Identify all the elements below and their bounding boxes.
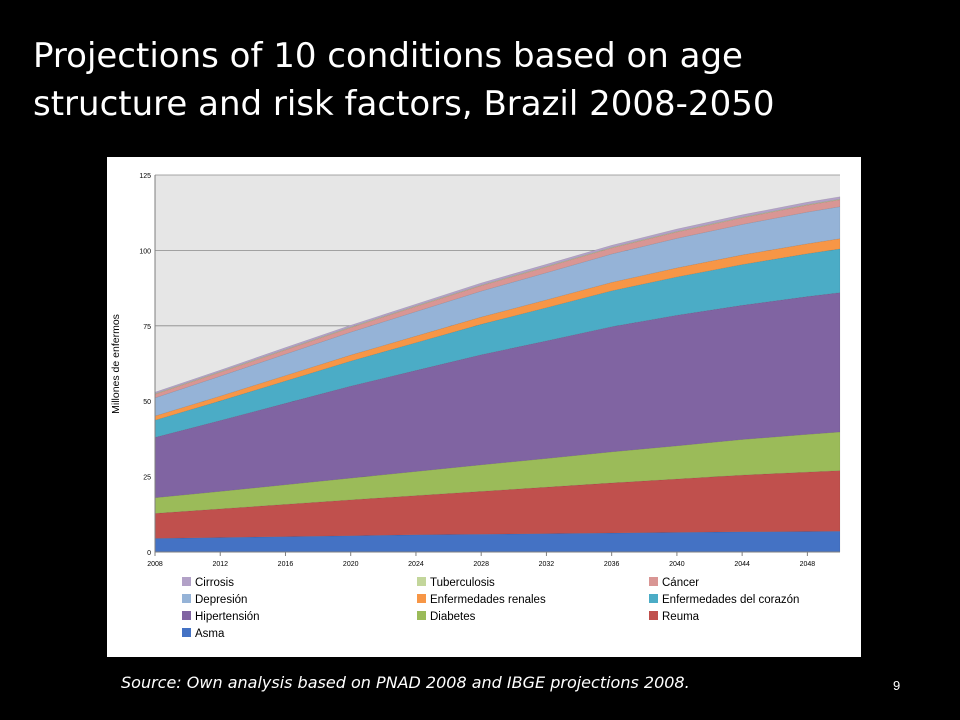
- y-axis-label: Millones de enfermos: [110, 314, 122, 414]
- x-tick-label: 2028: [473, 561, 489, 568]
- axes: [154, 175, 840, 556]
- x-tick-label: 2020: [343, 561, 359, 568]
- x-tick-label: 2048: [800, 561, 816, 568]
- legend-label-diabetes: Diabetes: [430, 611, 476, 623]
- title-line-1: Projections of 10 conditions based on ag…: [33, 36, 743, 76]
- y-tick-label: 50: [143, 399, 151, 406]
- legend-label-reuma: Reuma: [662, 611, 700, 623]
- legend-label-tuberculosis: Tuberculosis: [430, 577, 495, 589]
- chart-container: 0 25 50 75 100 125 2008 2012 2016 2020 2024 2028 20…: [107, 157, 861, 657]
- x-tick-labels: 2008 2012 2016 2020 2024 2028 2032 2036 2040 2044…: [147, 561, 815, 568]
- legend-swatch-depresion: [182, 594, 191, 603]
- legend-label-asma: Asma: [195, 628, 225, 640]
- x-tick-label: 2016: [278, 561, 294, 568]
- legend-swatch-asma: [182, 628, 191, 637]
- area-reuma: [154, 470, 841, 539]
- y-tick-labels: 0 25 50 75 100 125: [139, 173, 151, 557]
- x-tick-label: 2040: [669, 561, 685, 568]
- x-tick-label: 2032: [539, 561, 555, 568]
- legend-label-enfermedades-renales: Enfermedades renales: [430, 594, 546, 606]
- y-tick-label: 125: [139, 173, 151, 180]
- legend-swatch-cirrosis: [182, 577, 191, 586]
- y-tick-label: 75: [143, 324, 151, 331]
- area-hipertension: [154, 292, 841, 498]
- area-depresion: [154, 206, 841, 417]
- legend-swatch-reuma: [649, 611, 658, 620]
- x-tick-label: 2012: [212, 561, 228, 568]
- y-tick-label: 0: [147, 550, 151, 557]
- y-tick-label: 100: [139, 248, 151, 255]
- source-note: Source: Own analysis based on PNAD 2008 …: [121, 673, 690, 692]
- area-diabetes: [154, 431, 841, 514]
- title-line-2: structure and risk factors, Brazil 2008-…: [33, 84, 775, 124]
- legend-swatch-diabetes: [417, 611, 426, 620]
- legend: Cirrosis Tuberculosis Cáncer Depresión Enfer…: [182, 577, 799, 640]
- legend-swatch-enfermedades-del-corazon: [649, 594, 658, 603]
- legend-label-hipertension: Hipertensión: [195, 611, 260, 623]
- x-tick-label: 2044: [734, 561, 750, 568]
- y-tick-label: 25: [143, 475, 151, 482]
- x-tick-label: 2008: [147, 561, 163, 568]
- area-cancer: [154, 199, 841, 399]
- legend-label-depresion: Depresión: [195, 594, 247, 606]
- area-series-group: [154, 196, 841, 553]
- page-number: 9: [893, 678, 901, 693]
- x-tick-label: 2036: [604, 561, 620, 568]
- x-tick-label: 2024: [408, 561, 424, 568]
- legend-swatch-hipertension: [182, 611, 191, 620]
- slide-title: Projections of 10 conditions based on ag…: [33, 32, 933, 128]
- legend-swatch-cancer: [649, 577, 658, 586]
- area-enfermedades-del-corazon: [154, 248, 841, 438]
- legend-swatch-tuberculosis: [417, 577, 426, 586]
- legend-label-cirrosis: Cirrosis: [195, 577, 234, 589]
- legend-label-enfermedades-del-corazon: Enfermedades del corazón: [662, 594, 799, 606]
- legend-swatch-enfermedades-renales: [417, 594, 426, 603]
- legend-label-cancer: Cáncer: [662, 577, 699, 589]
- area-cirrosis: [154, 196, 841, 395]
